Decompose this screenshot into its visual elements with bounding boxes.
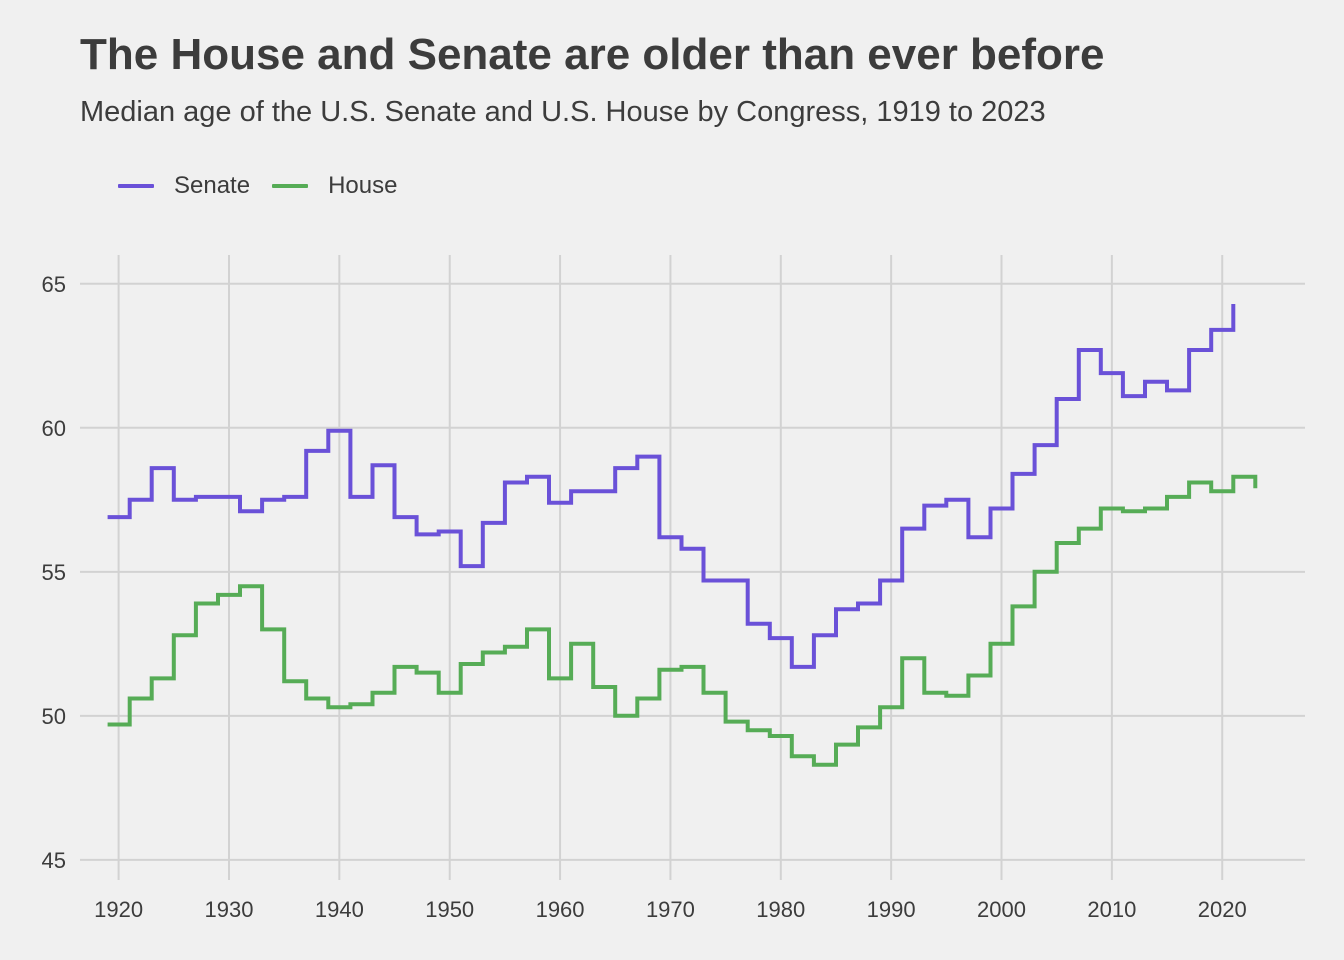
gridlines [80, 255, 1305, 880]
x-tick-label-2020: 2020 [1198, 897, 1247, 922]
series-line-senate [107, 304, 1236, 669]
legend-label-senate: Senate [174, 172, 251, 199]
y-tick-label-65: 65 [42, 272, 66, 297]
x-tick-label-2000: 2000 [977, 897, 1026, 922]
legend-label-house: House [328, 172, 398, 199]
legend-key-senate [118, 184, 154, 188]
x-tick-label-1980: 1980 [756, 897, 805, 922]
series-lines [107, 304, 1258, 767]
chart-subtitle: Median age of the U.S. Senate and U.S. H… [80, 96, 1046, 128]
chart-title: The House and Senate are older than ever… [80, 30, 1105, 79]
x-tick-label-1940: 1940 [315, 897, 364, 922]
y-axis-tick-labels: 45 50 55 60 65 [42, 272, 66, 873]
x-tick-label-1920: 1920 [94, 897, 143, 922]
y-tick-label-60: 60 [42, 416, 66, 441]
x-tick-label-1960: 1960 [536, 897, 585, 922]
legend-key-house [272, 184, 309, 188]
x-tick-label-1950: 1950 [425, 897, 474, 922]
x-axis-tick-labels: 1920 1930 1940 1950 1960 1970 1980 1990 2000 2010… [94, 897, 1247, 922]
x-tick-label-1970: 1970 [646, 897, 695, 922]
legend: Senate House [118, 172, 419, 200]
x-tick-label-1990: 1990 [867, 897, 916, 922]
legend-item-senate: Senate [118, 172, 250, 200]
y-tick-label-45: 45 [42, 848, 66, 873]
series-line-house [107, 474, 1258, 767]
legend-item-house: House [272, 172, 397, 200]
y-tick-label-55: 55 [42, 560, 66, 585]
x-tick-label-1930: 1930 [205, 897, 254, 922]
x-tick-label-2010: 2010 [1087, 897, 1136, 922]
y-tick-label-50: 50 [42, 704, 66, 729]
